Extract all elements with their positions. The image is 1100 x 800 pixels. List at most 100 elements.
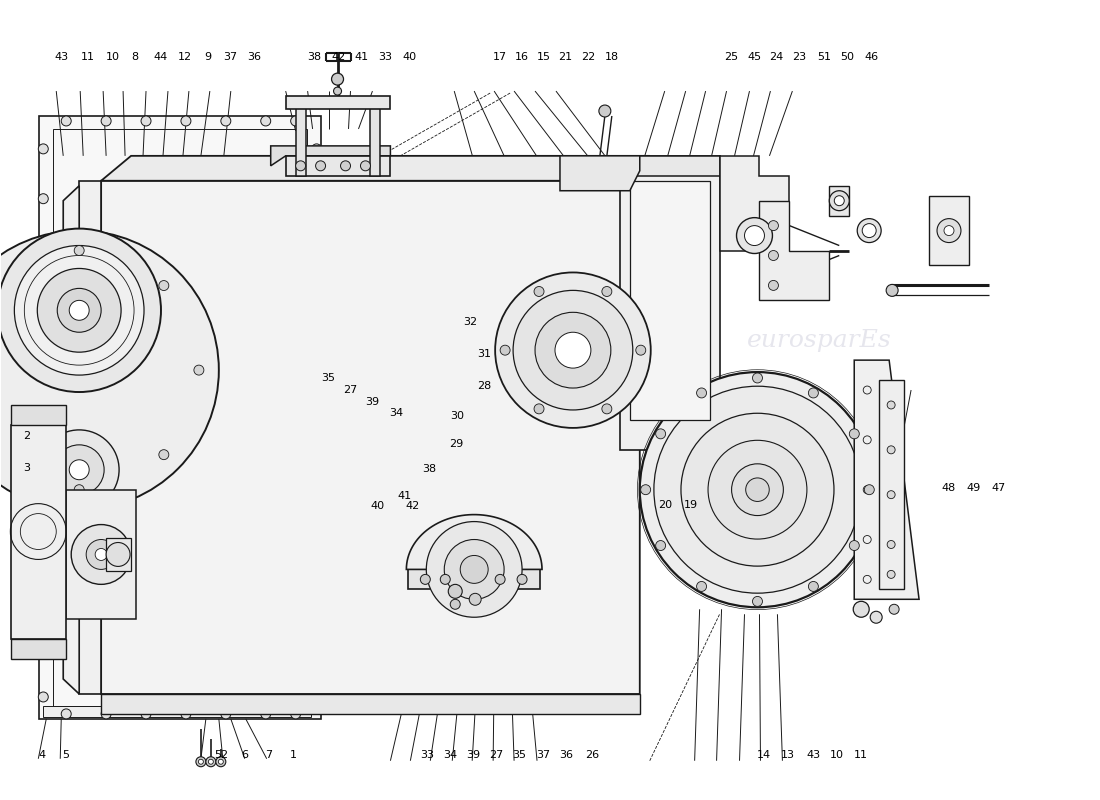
Text: 16: 16 [515, 52, 528, 62]
Circle shape [598, 105, 611, 117]
Text: 21: 21 [559, 52, 572, 62]
Text: 2: 2 [23, 431, 30, 441]
Text: 11: 11 [854, 750, 868, 760]
Text: 13: 13 [781, 750, 795, 760]
Circle shape [849, 429, 859, 439]
Circle shape [311, 393, 321, 403]
Circle shape [158, 450, 168, 460]
Polygon shape [560, 156, 640, 190]
Circle shape [887, 401, 895, 409]
Polygon shape [11, 425, 66, 639]
Text: 42: 42 [331, 52, 345, 62]
Circle shape [769, 250, 779, 261]
Text: 30: 30 [450, 411, 464, 421]
Polygon shape [101, 694, 640, 714]
Text: 36: 36 [246, 52, 261, 62]
Text: 26: 26 [584, 750, 598, 760]
Circle shape [194, 365, 204, 375]
Text: eurosparEs: eurosparEs [477, 329, 623, 352]
Circle shape [74, 246, 85, 255]
Text: 34: 34 [389, 408, 404, 418]
Circle shape [311, 243, 321, 254]
Circle shape [535, 312, 611, 388]
Text: 3: 3 [23, 462, 30, 473]
Polygon shape [719, 156, 790, 250]
Polygon shape [855, 360, 920, 599]
Circle shape [311, 692, 321, 702]
Circle shape [708, 440, 807, 539]
Circle shape [887, 446, 895, 454]
Circle shape [769, 221, 779, 230]
Circle shape [517, 574, 527, 584]
Text: 10: 10 [829, 750, 844, 760]
Text: 9: 9 [205, 52, 211, 62]
Text: 36: 36 [560, 750, 573, 760]
Text: 27: 27 [490, 750, 504, 760]
Circle shape [62, 116, 72, 126]
Circle shape [290, 116, 300, 126]
Circle shape [141, 709, 151, 719]
Polygon shape [406, 514, 542, 570]
Circle shape [218, 759, 223, 764]
Circle shape [944, 226, 954, 235]
Circle shape [39, 343, 48, 353]
Text: 44: 44 [153, 52, 167, 62]
Text: 12: 12 [177, 52, 191, 62]
Circle shape [316, 161, 326, 170]
Circle shape [39, 692, 48, 702]
Circle shape [556, 332, 591, 368]
Circle shape [849, 541, 859, 550]
Circle shape [86, 539, 117, 570]
Text: 17: 17 [493, 52, 507, 62]
Circle shape [174, 425, 184, 435]
Polygon shape [570, 156, 719, 176]
Polygon shape [296, 101, 306, 176]
Text: 37: 37 [537, 750, 550, 760]
Circle shape [602, 286, 612, 297]
Text: 24: 24 [769, 52, 783, 62]
Circle shape [857, 218, 881, 242]
Circle shape [311, 592, 321, 602]
Text: 49: 49 [967, 482, 981, 493]
Text: eurosparEs: eurosparEs [747, 329, 892, 352]
Circle shape [854, 602, 869, 618]
Text: 22: 22 [581, 52, 595, 62]
Polygon shape [930, 196, 969, 266]
Circle shape [865, 485, 874, 494]
Text: 4: 4 [39, 750, 45, 760]
Circle shape [534, 286, 544, 297]
Text: 43: 43 [55, 52, 69, 62]
Polygon shape [879, 380, 904, 590]
Circle shape [311, 194, 321, 204]
Text: 6: 6 [242, 750, 249, 760]
Text: 15: 15 [537, 52, 550, 62]
Polygon shape [286, 96, 390, 109]
Text: 39: 39 [466, 750, 481, 760]
Text: 37: 37 [223, 52, 238, 62]
Circle shape [602, 404, 612, 414]
Text: 25: 25 [724, 52, 738, 62]
Circle shape [39, 194, 48, 204]
Polygon shape [106, 538, 131, 571]
Circle shape [261, 709, 271, 719]
Text: 19: 19 [683, 500, 697, 510]
Circle shape [333, 87, 341, 95]
Text: 42: 42 [406, 501, 420, 511]
Circle shape [636, 345, 646, 355]
Circle shape [0, 230, 219, 510]
Circle shape [656, 429, 666, 439]
Text: 45: 45 [747, 52, 761, 62]
Circle shape [361, 161, 371, 170]
Circle shape [732, 464, 783, 515]
Text: 31: 31 [477, 349, 492, 358]
Circle shape [198, 759, 204, 764]
Circle shape [752, 597, 762, 606]
Circle shape [870, 611, 882, 623]
Circle shape [653, 386, 861, 593]
Circle shape [39, 144, 48, 154]
Circle shape [206, 757, 216, 766]
Circle shape [216, 757, 225, 766]
Circle shape [887, 570, 895, 578]
Circle shape [196, 757, 206, 766]
Text: 10: 10 [107, 52, 120, 62]
